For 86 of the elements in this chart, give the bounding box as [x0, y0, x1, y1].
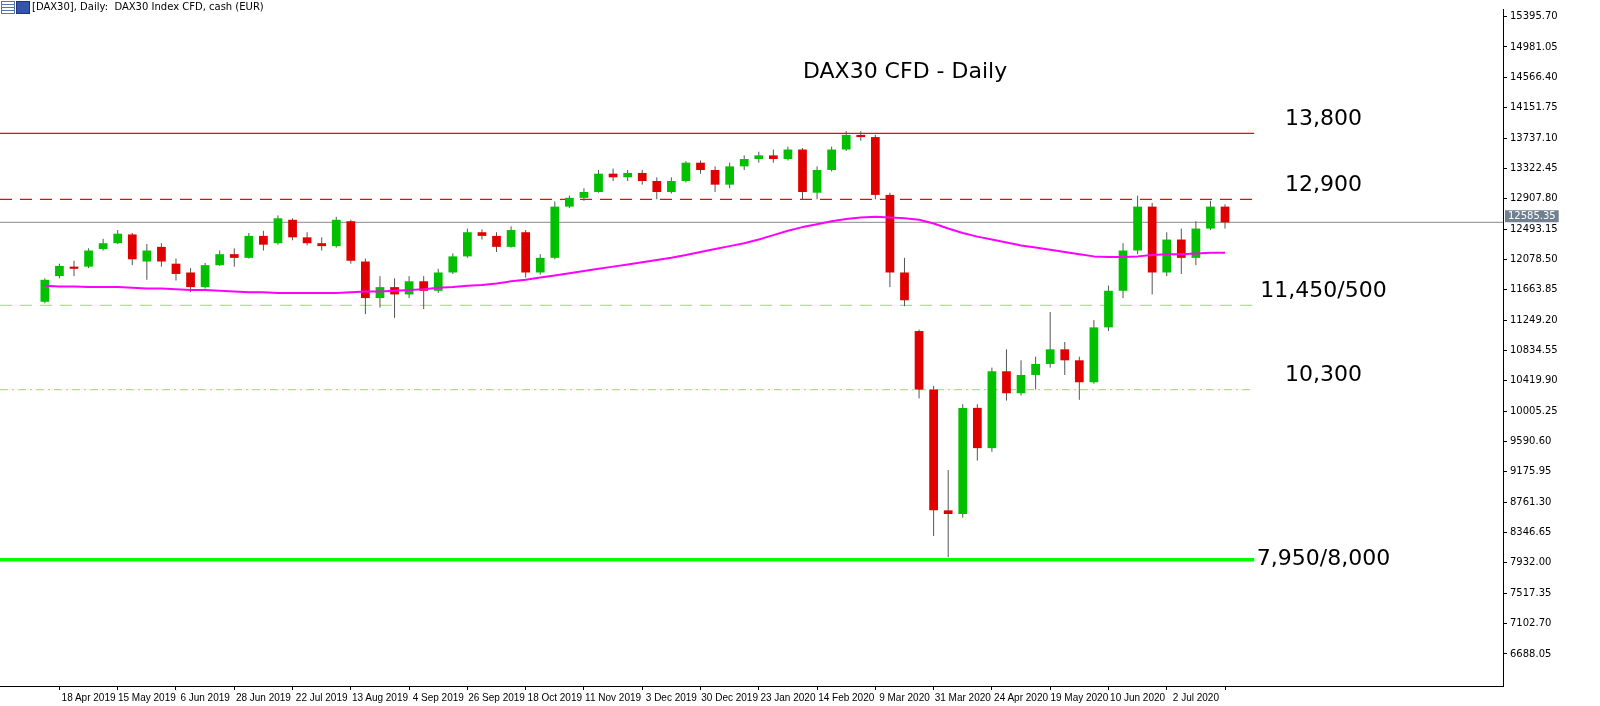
x-tick-label: 28 Jun 2019 [235, 691, 292, 703]
candlestick [681, 160, 691, 183]
x-tick-label: 9 Mar 2020 [879, 691, 931, 703]
candlestick [827, 146, 837, 172]
x-tick-label: 19 May 2020 [1050, 691, 1109, 703]
candlestick [579, 187, 589, 202]
y-tick-label: 14981.05 [1510, 40, 1558, 52]
candlestick [1002, 348, 1011, 402]
x-tick-label: 30 Dec 2019 [701, 691, 759, 703]
candlestick [84, 247, 93, 269]
candlestick [40, 277, 50, 304]
ref-line-label: 12585.35 [1508, 209, 1556, 221]
text: DAX30 CFD - Daily [802, 57, 1008, 83]
x-tick-label: 18 Apr 2019 [61, 691, 116, 703]
candlestick [652, 176, 662, 200]
x-tick-label: 2 Jul 2020 [1172, 691, 1220, 703]
candlestick [1176, 228, 1186, 275]
x-tick-label: 18 Oct 2019 [527, 691, 583, 703]
candlestick [244, 232, 254, 260]
y-tick-label: 13322.45 [1510, 161, 1558, 173]
y-tick-label: 10005.25 [1510, 404, 1558, 416]
x-tick-label: 23 Jan 2020 [760, 691, 816, 703]
candlestick [142, 243, 152, 281]
candlestick [1206, 200, 1215, 231]
y-tick-label: 12078.50 [1510, 253, 1558, 265]
candlestick [725, 162, 735, 189]
candlestick [535, 253, 545, 276]
x-tick-label: 24 Apr 2020 [994, 691, 1049, 703]
ref-line-label: 13,800 [1285, 105, 1363, 131]
y-tick-label: 13737.10 [1510, 131, 1558, 143]
candlestick [1016, 359, 1026, 396]
candlestick [506, 225, 516, 249]
y-tick-label: 10419.90 [1510, 374, 1558, 386]
candlestick [448, 252, 458, 275]
y-tick-label: 7517.35 [1510, 586, 1552, 598]
candlestick [259, 230, 268, 252]
candlestick [186, 267, 195, 293]
candlestick [477, 228, 487, 241]
ref-line-label: 10,300 [1285, 361, 1363, 387]
ref-line-label: 12,900 [1285, 171, 1363, 197]
y-tick-label: 14566.40 [1510, 70, 1558, 82]
candlestick [710, 165, 720, 193]
candlestick [1074, 356, 1084, 401]
x-tick-label: 22 Jul 2019 [295, 691, 348, 703]
y-tick-label: 7932.00 [1510, 556, 1552, 568]
x-tick-label: 13 Aug 2019 [351, 691, 409, 703]
candlestick [492, 231, 501, 253]
candlestick [841, 130, 851, 152]
candlestick [594, 169, 603, 194]
y-tick-label: 7102.70 [1510, 617, 1552, 629]
candlestick [1060, 341, 1070, 376]
ref-line-label: 11,450/500 [1260, 277, 1387, 303]
band-label: 7,950/8,000 [1256, 545, 1391, 571]
x-tick-label: 14 Feb 2020 [818, 691, 875, 703]
candlestick [1031, 356, 1040, 391]
chart-subtitle: [DAX30], Daily: DAX30 Index CFD, cash (EUR) [32, 0, 264, 12]
x-tick-label: 3 Dec 2019 [645, 691, 698, 703]
x-tick-label: 11 Nov 2019 [585, 691, 642, 703]
x-tick-label: 4 Sep 2019 [412, 691, 465, 703]
y-tick-label: 14151.75 [1510, 101, 1558, 113]
x-tick-label: 31 Mar 2020 [934, 691, 992, 703]
candlestick [229, 247, 239, 268]
candlestick [433, 268, 443, 294]
y-tick-label: 9590.60 [1510, 435, 1552, 447]
candlestick [288, 217, 297, 241]
candlestick [943, 469, 953, 558]
candlestick [157, 242, 166, 268]
x-tick-label: 6 Jun 2019 [180, 691, 231, 703]
candlestick [98, 238, 108, 252]
y-tick-label: 8346.65 [1510, 526, 1552, 538]
candlestick [302, 231, 312, 246]
y-tick-label: 11249.20 [1510, 313, 1558, 325]
y-tick-label: 9175.95 [1510, 465, 1552, 477]
y-tick-label: 6688.05 [1510, 647, 1552, 659]
candlestick [812, 165, 822, 200]
x-tick-label: 15 May 2019 [117, 691, 177, 703]
candlestick [200, 262, 210, 290]
x-tick-label: 26 Sep 2019 [468, 691, 526, 703]
y-tick-label: 12907.80 [1510, 192, 1558, 204]
candlestick [1045, 311, 1055, 369]
y-tick-label: 15395.70 [1510, 10, 1558, 22]
y-tick-label: 8761.30 [1510, 495, 1552, 507]
y-tick-label: 12493.15 [1510, 222, 1558, 234]
y-tick-label: 10834.55 [1510, 344, 1558, 356]
x-tick-label: 10 Jun 2020 [1110, 691, 1166, 703]
y-tick-label: 11663.85 [1510, 283, 1558, 295]
